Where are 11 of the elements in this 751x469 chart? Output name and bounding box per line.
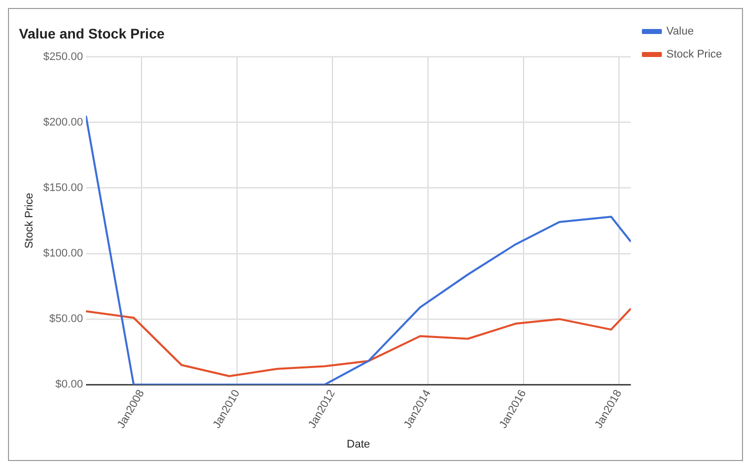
- y-tick-label: $150.00: [43, 182, 83, 194]
- y-tick-label: $100.00: [43, 248, 83, 260]
- y-tick-label: $50.00: [49, 313, 83, 326]
- y-tick-label: $250.00: [43, 50, 83, 63]
- y-tick-label: $0.00: [55, 378, 83, 391]
- legend-label: Value: [666, 26, 694, 38]
- y-axis-title: Stock Price: [24, 192, 36, 249]
- y-tick-label: $200.00: [43, 116, 83, 128]
- chart-title: Value and Stock Price: [19, 25, 165, 42]
- legend-label: Stock Price: [666, 48, 722, 61]
- x-axis-title: Date: [346, 438, 370, 450]
